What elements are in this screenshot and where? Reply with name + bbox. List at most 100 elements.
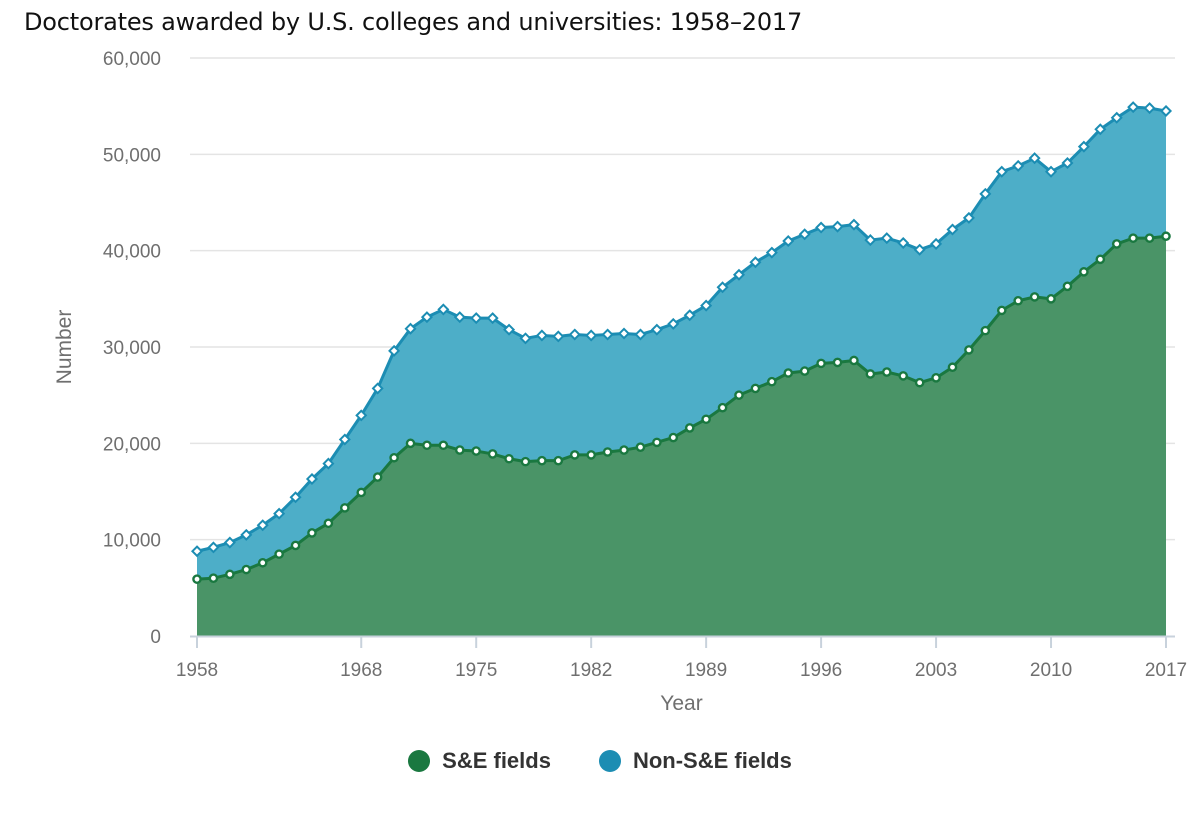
data-point-non-se-fields[interactable] — [1028, 152, 1041, 165]
data-point-se-fields[interactable] — [307, 528, 317, 538]
data-point-se-fields[interactable] — [881, 367, 892, 377]
data-point-se-fields[interactable] — [980, 325, 991, 336]
data-point-non-se-fields[interactable] — [437, 303, 450, 316]
data-point-se-fields[interactable] — [225, 569, 235, 580]
data-point-se-fields[interactable] — [931, 373, 941, 383]
data-point-se-fields[interactable] — [454, 445, 465, 455]
data-point-se-fields[interactable] — [553, 455, 564, 466]
data-point-non-se-fields[interactable] — [634, 328, 647, 341]
data-point-se-fields[interactable] — [684, 423, 695, 433]
data-point-se-fields[interactable] — [1013, 295, 1023, 306]
data-point-se-fields[interactable] — [340, 503, 350, 513]
data-point-se-fields[interactable] — [602, 447, 613, 457]
data-point-se-fields[interactable] — [504, 453, 514, 464]
data-point-non-se-fields[interactable] — [207, 541, 220, 554]
data-point-se-fields[interactable] — [438, 440, 449, 451]
data-point-se-fields[interactable] — [586, 450, 596, 460]
data-point-non-se-fields[interactable] — [1127, 101, 1140, 114]
legend-item-non-se-fields[interactable]: Non-S&E fields — [598, 748, 792, 774]
data-point-non-se-fields[interactable] — [683, 309, 696, 322]
data-point-non-se-fields[interactable] — [240, 528, 253, 541]
data-point-se-fields[interactable] — [816, 358, 826, 369]
data-point-non-se-fields[interactable] — [946, 223, 959, 236]
data-point-non-se-fields[interactable] — [1077, 140, 1090, 153]
data-point-se-fields[interactable] — [635, 442, 646, 452]
data-point-se-fields[interactable] — [471, 446, 482, 456]
data-point-non-se-fields[interactable] — [305, 472, 318, 485]
data-point-se-fields[interactable] — [192, 574, 202, 584]
data-point-non-se-fields[interactable] — [798, 228, 811, 241]
data-point-non-se-fields[interactable] — [782, 235, 795, 248]
data-point-se-fields[interactable] — [257, 557, 268, 568]
data-point-se-fields[interactable] — [799, 366, 810, 376]
data-point-se-fields[interactable] — [372, 472, 383, 482]
data-point-se-fields[interactable] — [569, 450, 580, 460]
data-point-non-se-fields[interactable] — [1045, 165, 1058, 178]
data-point-non-se-fields[interactable] — [256, 519, 269, 532]
data-point-se-fields[interactable] — [520, 456, 531, 467]
data-point-non-se-fields[interactable] — [880, 232, 893, 245]
data-point-non-se-fields[interactable] — [815, 221, 828, 234]
data-point-se-fields[interactable] — [537, 455, 547, 466]
data-point-se-fields[interactable] — [996, 305, 1007, 316]
data-point-non-se-fields[interactable] — [897, 236, 910, 249]
data-point-se-fields[interactable] — [734, 390, 744, 400]
data-point-non-se-fields[interactable] — [618, 327, 631, 340]
data-point-non-se-fields[interactable] — [962, 211, 975, 224]
data-point-non-se-fields[interactable] — [913, 243, 926, 256]
data-point-se-fields[interactable] — [652, 437, 662, 448]
data-point-non-se-fields[interactable] — [568, 328, 581, 341]
data-point-se-fields[interactable] — [947, 362, 958, 373]
data-point-se-fields[interactable] — [750, 383, 761, 394]
data-point-non-se-fields[interactable] — [601, 328, 614, 341]
data-point-non-se-fields[interactable] — [190, 545, 204, 558]
data-point-non-se-fields[interactable] — [1143, 102, 1156, 115]
data-point-se-fields[interactable] — [1144, 233, 1155, 243]
data-point-non-se-fields[interactable] — [371, 382, 384, 395]
data-point-se-fields[interactable] — [1029, 292, 1040, 302]
data-point-non-se-fields[interactable] — [1159, 104, 1173, 117]
data-point-se-fields[interactable] — [1161, 231, 1171, 242]
data-point-se-fields[interactable] — [1046, 294, 1056, 304]
data-point-se-fields[interactable] — [865, 369, 876, 379]
data-point-non-se-fields[interactable] — [486, 312, 499, 325]
data-point-non-se-fields[interactable] — [930, 237, 943, 250]
data-point-non-se-fields[interactable] — [289, 491, 302, 504]
data-point-se-fields[interactable] — [849, 355, 859, 366]
data-point-non-se-fields[interactable] — [388, 344, 401, 357]
data-point-non-se-fields[interactable] — [765, 246, 778, 259]
data-point-non-se-fields[interactable] — [1110, 111, 1123, 124]
data-point-non-se-fields[interactable] — [847, 218, 860, 231]
data-point-non-se-fields[interactable] — [420, 311, 433, 324]
data-point-non-se-fields[interactable] — [667, 317, 680, 330]
data-point-non-se-fields[interactable] — [273, 507, 286, 520]
data-point-se-fields[interactable] — [767, 376, 777, 387]
data-point-se-fields[interactable] — [964, 345, 974, 355]
data-point-se-fields[interactable] — [405, 438, 416, 449]
data-point-non-se-fields[interactable] — [552, 330, 565, 343]
data-point-se-fields[interactable] — [323, 518, 334, 529]
data-point-non-se-fields[interactable] — [223, 536, 236, 549]
data-point-se-fields[interactable] — [356, 487, 367, 498]
data-point-se-fields[interactable] — [241, 564, 252, 575]
data-point-non-se-fields[interactable] — [732, 268, 745, 281]
data-point-se-fields[interactable] — [914, 377, 925, 388]
data-point-non-se-fields[interactable] — [979, 187, 992, 200]
data-point-non-se-fields[interactable] — [585, 329, 598, 342]
data-point-non-se-fields[interactable] — [338, 433, 351, 446]
data-point-se-fields[interactable] — [898, 371, 909, 381]
data-point-non-se-fields[interactable] — [1061, 156, 1074, 170]
data-point-se-fields[interactable] — [208, 573, 219, 584]
data-point-non-se-fields[interactable] — [535, 329, 548, 342]
data-point-non-se-fields[interactable] — [404, 322, 417, 335]
data-point-non-se-fields[interactable] — [519, 332, 532, 345]
data-point-non-se-fields[interactable] — [716, 281, 729, 294]
data-point-se-fields[interactable] — [1062, 281, 1073, 292]
data-point-se-fields[interactable] — [1079, 267, 1089, 277]
data-point-se-fields[interactable] — [619, 445, 629, 455]
data-point-non-se-fields[interactable] — [470, 312, 483, 325]
data-point-non-se-fields[interactable] — [700, 299, 713, 312]
data-point-se-fields[interactable] — [1128, 233, 1138, 243]
data-point-se-fields[interactable] — [290, 540, 301, 551]
data-point-se-fields[interactable] — [783, 368, 794, 378]
